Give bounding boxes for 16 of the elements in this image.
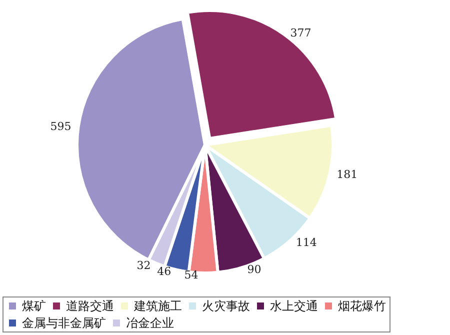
legend-label: 火灾事故 xyxy=(202,299,250,313)
legend-label: 道路交通 xyxy=(66,299,114,313)
legend-label: 建筑施工 xyxy=(133,299,182,313)
legend-label: 金属与非金属矿 xyxy=(22,316,106,330)
legend-label: 煤矿 xyxy=(22,299,46,313)
data-label: 114 xyxy=(296,236,317,250)
legend-label: 烟花爆竹 xyxy=(338,299,386,313)
data-label: 377 xyxy=(290,26,312,40)
data-label: 54 xyxy=(184,268,198,282)
legend-label: 冶金企业 xyxy=(126,316,174,330)
data-label: 90 xyxy=(247,263,262,276)
data-label: 595 xyxy=(50,120,72,134)
data-label: 181 xyxy=(336,168,358,181)
legend-label: 水上交通 xyxy=(270,299,318,313)
data-label: 32 xyxy=(136,258,151,272)
data-label: 46 xyxy=(157,265,172,278)
